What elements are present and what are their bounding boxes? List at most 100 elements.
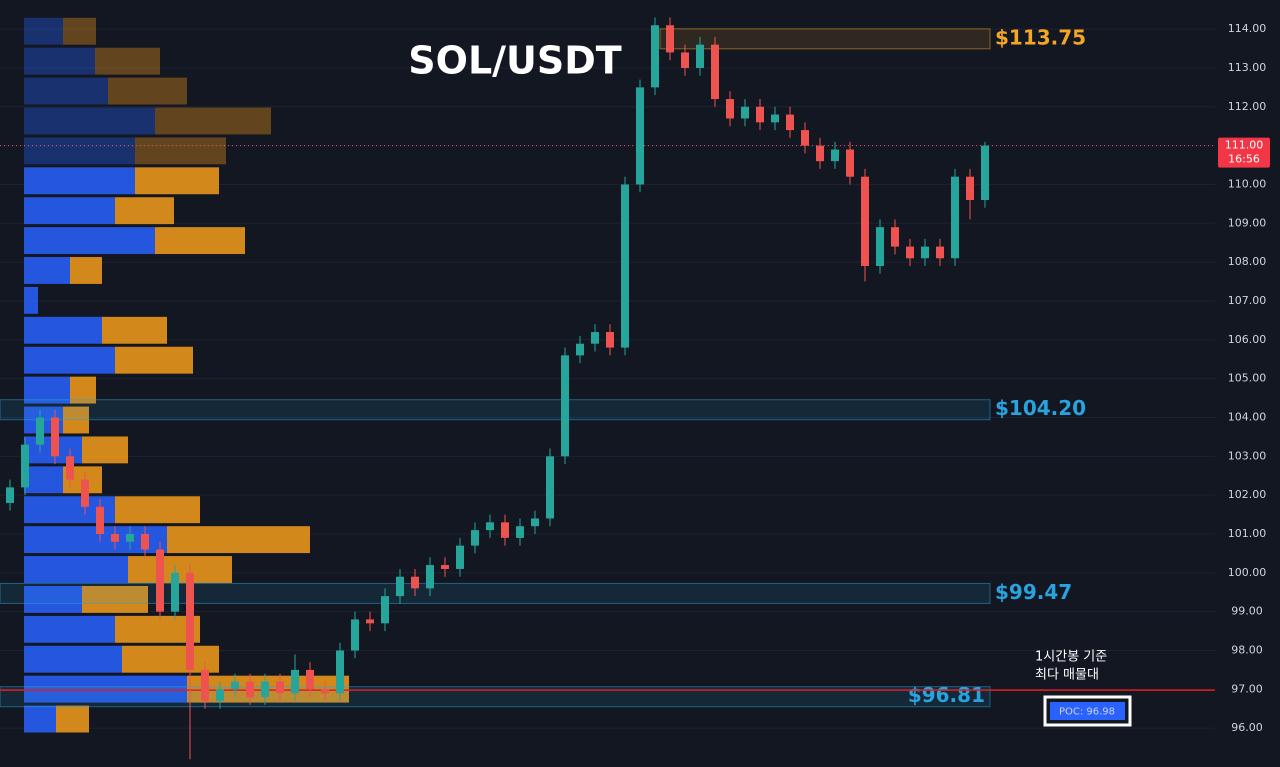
profile-bar [24, 585, 82, 613]
candle-body [321, 689, 329, 694]
profile-bar [102, 316, 167, 344]
candle-body [981, 145, 989, 201]
countdown: 16:56 [1228, 153, 1260, 166]
profile-bar [115, 496, 200, 524]
candle-body [111, 533, 119, 542]
level-zone [0, 399, 991, 421]
profile-bar [128, 556, 232, 583]
profile-bar [56, 705, 89, 733]
y-tick-label: 97.00 [1231, 682, 1263, 695]
candle-body [501, 522, 509, 538]
candle-body [516, 526, 524, 538]
annotation: 최다 매물대 [1035, 668, 1099, 683]
profile-bar [115, 346, 193, 374]
level-label: $96.81 [908, 683, 985, 707]
candle-body [966, 176, 974, 201]
candle-body [816, 145, 824, 162]
profile-bar [24, 705, 56, 733]
profile-bar [24, 47, 95, 75]
candle-body [621, 184, 629, 348]
candle-body [156, 549, 164, 612]
y-tick-label: 96.00 [1231, 721, 1263, 734]
candle-body [96, 506, 104, 534]
profile-bar [24, 197, 115, 225]
level-label: $104.20 [995, 396, 1086, 420]
candle-body [666, 25, 674, 53]
candle-body [591, 332, 599, 344]
candle-body [186, 572, 194, 670]
level-zone [0, 582, 991, 604]
candle-body [546, 456, 554, 519]
candle-body [951, 176, 959, 259]
candle-body [831, 149, 839, 162]
candle-body [216, 689, 224, 701]
level-zone [659, 28, 991, 50]
profile-bar [24, 316, 102, 344]
annotation: 1시간봉 기준 [1035, 650, 1107, 665]
candle-body [201, 669, 209, 701]
profile-bar [115, 615, 200, 643]
y-tick-label: 103.00 [1228, 449, 1267, 462]
candle-body [456, 545, 464, 569]
candle-body [696, 44, 704, 68]
candle-body [276, 681, 284, 694]
profile-bar [24, 17, 63, 45]
candle-body [636, 87, 644, 185]
candle-body [21, 444, 29, 488]
profile-bar [167, 526, 310, 554]
profile-bar [115, 197, 174, 225]
y-tick-label: 109.00 [1228, 216, 1267, 229]
profile-bar [63, 17, 96, 45]
candle-body [936, 246, 944, 259]
candle-body [651, 25, 659, 88]
candle-body [51, 417, 59, 457]
candle-body [141, 533, 149, 550]
profile-bar [24, 376, 70, 404]
profile-bar [108, 77, 187, 105]
y-tick-label: 104.00 [1228, 410, 1267, 423]
candle-body [351, 619, 359, 651]
candle-body [411, 576, 419, 589]
profile-bar [24, 77, 108, 105]
y-tick-label: 107.00 [1228, 294, 1267, 307]
poc-label: POC: 96.98 [1059, 707, 1115, 718]
level-label: $113.75 [995, 25, 1086, 49]
chart-title: SOL/USDT [408, 39, 622, 83]
candle-body [381, 596, 389, 624]
profile-bar [24, 167, 135, 195]
candle-body [246, 681, 254, 698]
candle-body [171, 572, 179, 612]
candle-body [801, 130, 809, 146]
profile-bar [24, 466, 63, 494]
y-tick-label: 106.00 [1228, 333, 1267, 346]
candle-body [441, 565, 449, 569]
candle-body [711, 44, 719, 100]
profile-bar [24, 675, 187, 703]
y-tick-label: 113.00 [1228, 61, 1267, 74]
candle-body [786, 114, 794, 131]
y-tick-label: 110.00 [1228, 177, 1267, 190]
level-label: $99.47 [995, 580, 1072, 604]
volume-profile [24, 17, 349, 733]
profile-bar [82, 436, 128, 464]
candle-body [81, 479, 89, 507]
candle-body [486, 522, 494, 531]
candle-body [606, 332, 614, 348]
profile-bar [70, 257, 102, 284]
candle-body [681, 52, 689, 68]
candle-body [756, 106, 764, 123]
candle-body [426, 565, 434, 589]
candle-body [336, 650, 344, 694]
candle-body [921, 246, 929, 259]
y-tick-label: 101.00 [1228, 527, 1267, 540]
y-tick-label: 105.00 [1228, 372, 1267, 385]
profile-bar [82, 585, 148, 613]
profile-bar [24, 286, 38, 314]
candle-body [261, 681, 269, 698]
profile-bar [135, 137, 226, 165]
y-tick-label: 100.00 [1228, 566, 1267, 579]
candle-body [6, 487, 14, 503]
candle-body [231, 681, 239, 690]
y-tick-label: 102.00 [1228, 488, 1267, 501]
profile-bar [24, 137, 135, 165]
